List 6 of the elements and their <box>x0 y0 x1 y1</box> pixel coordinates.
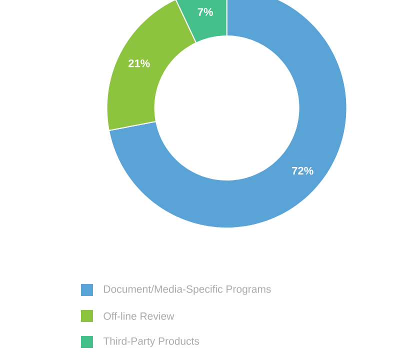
data-label: 21% <box>128 59 150 68</box>
legend-label: Document/Media-Specific Programs <box>104 285 271 295</box>
legend-label: Off-line Review <box>104 312 174 320</box>
legend-label: Third-Party Products <box>103 337 200 347</box>
data-label: 72% <box>292 166 314 175</box>
data-label: 7% <box>198 8 213 16</box>
